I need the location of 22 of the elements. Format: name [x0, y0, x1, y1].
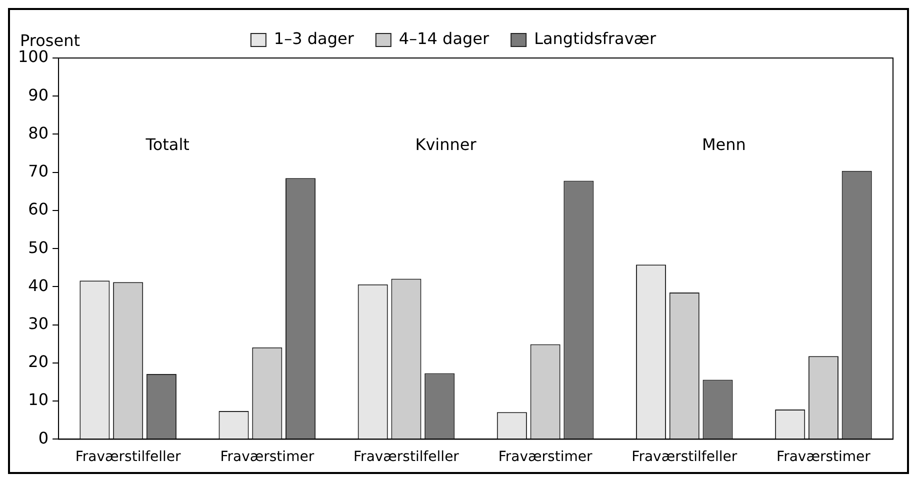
y-tick-label: 10	[28, 390, 49, 410]
x-tick-label: Fraværstilfeller	[75, 449, 182, 466]
x-tick-label: Fraværstilfeller	[632, 449, 738, 466]
x-tick-label: Fraværstimer	[498, 449, 592, 466]
y-tick-label: 50	[28, 238, 49, 257]
y-tick-label: 40	[28, 276, 49, 295]
x-tick-label: Fraværstimer	[776, 449, 871, 466]
y-tick-label: 60	[28, 200, 49, 219]
y-tick-label: 20	[28, 352, 49, 372]
x-tick-label: Fraværstimer	[220, 449, 314, 466]
x-tick-label: Fraværstilfeller	[354, 449, 460, 466]
y-tick-label: 90	[28, 85, 49, 104]
annotation: Kvinner	[415, 134, 477, 154]
y-tick-label: 0	[38, 428, 49, 448]
legend-label: 4–14 dager	[398, 29, 490, 48]
y-tick-label: 70	[28, 162, 49, 181]
legend-label: 1–3 dager	[274, 29, 354, 48]
annotation: Totalt	[144, 134, 190, 154]
legend-label: Langtidsfravær	[534, 29, 656, 48]
y-tick-label: 80	[28, 123, 49, 142]
y-tick-label: 30	[28, 314, 49, 333]
annotation: Menn	[702, 134, 746, 154]
